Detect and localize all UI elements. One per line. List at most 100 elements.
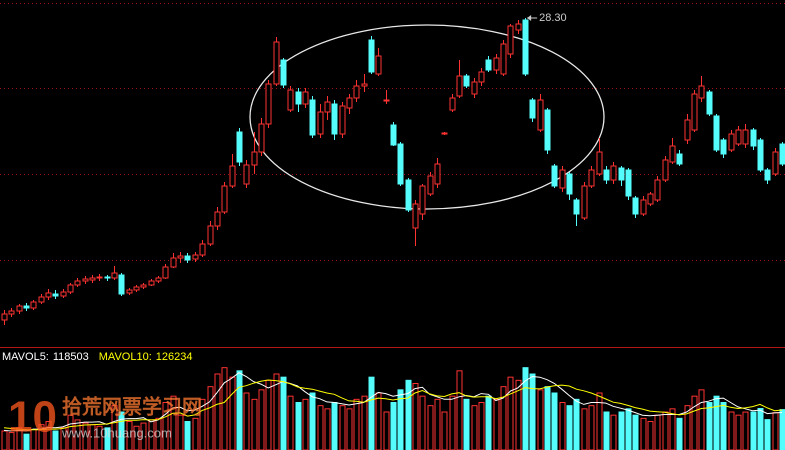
volume-bar: [390, 402, 397, 450]
volume-bar: [251, 398, 258, 450]
candle-body: [449, 97, 456, 111]
volume-bar: [618, 411, 625, 450]
candle-body: [742, 129, 749, 145]
candle-body: [214, 211, 221, 227]
volume-bar: [757, 408, 764, 450]
candle-body: [170, 257, 177, 268]
candle-body: [368, 39, 375, 73]
candle-body: [192, 254, 199, 260]
volume-bar: [419, 395, 426, 450]
candle-body: [273, 41, 280, 85]
candle-body: [302, 91, 309, 105]
volume-bar: [317, 405, 324, 450]
ma-line: [3, 379, 783, 431]
candle-body: [500, 43, 507, 75]
watermark-url: www.10huang.com: [61, 425, 172, 440]
volume-bar: [456, 370, 463, 450]
candle-body: [383, 99, 390, 102]
watermark-text: 票学习网: [122, 394, 202, 418]
candle-body: [104, 276, 111, 279]
candle-body: [140, 284, 147, 288]
candle-body: [522, 19, 529, 75]
volume-bar: [258, 389, 265, 450]
candle-body: [82, 278, 89, 282]
volume-bar: [52, 430, 59, 450]
candle-body: [412, 203, 419, 229]
volume-bar: [155, 417, 162, 450]
candle-body: [434, 163, 441, 185]
volume-bar: [764, 419, 771, 450]
volume-bar: [273, 373, 280, 450]
volume-bar: [229, 376, 236, 450]
candle-body: [155, 277, 162, 282]
volume-bar: [397, 389, 404, 450]
candle-body: [30, 301, 37, 309]
volume-bar: [529, 373, 536, 450]
volume-bar: [507, 376, 514, 450]
volume-bar: [361, 395, 368, 450]
candle-body: [258, 123, 265, 153]
volume-bar: [485, 395, 492, 450]
volume-bar: [331, 402, 338, 450]
volume-bar: [8, 432, 15, 450]
volume-bar: [566, 405, 573, 450]
candle-body: [485, 59, 492, 71]
marks: 28.30: [1, 12, 785, 450]
candle-body: [640, 199, 647, 215]
candle-body: [243, 164, 250, 185]
candle-body: [60, 291, 67, 297]
candle-body: [375, 55, 382, 75]
volume-bar: [515, 379, 522, 450]
candle-body: [74, 280, 81, 286]
candle-body: [625, 169, 632, 197]
candle-body: [67, 284, 74, 293]
candle-body: [493, 57, 500, 71]
ma-line: [3, 372, 783, 432]
candle-body: [111, 272, 118, 279]
volume-bar: [441, 411, 448, 450]
candle-body: [603, 169, 610, 181]
candle-body: [684, 119, 691, 141]
volume-bar: [118, 411, 125, 450]
candle-body: [559, 169, 566, 189]
candle-body: [551, 165, 558, 187]
volume-bar: [640, 417, 647, 450]
volume-bar: [610, 414, 617, 450]
volume-bar: [720, 402, 727, 450]
volume-bar: [45, 421, 52, 450]
volume-bar: [750, 411, 757, 450]
candle-body: [405, 179, 412, 211]
candle-body: [118, 274, 125, 295]
volume-bar: [772, 412, 779, 450]
candle-body: [390, 124, 397, 146]
volume-bar: [383, 411, 390, 450]
candle-body: [735, 129, 742, 145]
candle-body: [419, 185, 426, 215]
candle-body: [23, 305, 30, 309]
volume-bar: [192, 417, 199, 450]
candle-body: [654, 179, 661, 201]
candle-body: [647, 193, 654, 205]
volume-bar: [434, 398, 441, 450]
candle-body: [265, 83, 272, 125]
annotation-label: 28.30: [539, 12, 567, 24]
candle-body: [669, 145, 676, 163]
candle-body: [89, 277, 96, 281]
legend-name: MAVOL5:: [2, 351, 49, 363]
volume-bar: [779, 409, 785, 450]
candle-body: [45, 292, 52, 298]
volume-bar: [287, 395, 294, 450]
volume-bar: [221, 367, 228, 450]
legend-name: MAVOL10:: [99, 351, 152, 363]
candle-body: [148, 280, 155, 286]
candle-body: [441, 132, 448, 135]
candle-body: [177, 255, 184, 259]
candle-body: [544, 109, 551, 151]
volume-bar: [236, 370, 243, 450]
volume-bar: [339, 405, 346, 450]
volume-bar: [551, 392, 558, 450]
volume-bar: [243, 392, 250, 450]
candle-body: [1, 313, 8, 321]
candle-body: [757, 139, 764, 171]
candle-body: [662, 159, 669, 181]
